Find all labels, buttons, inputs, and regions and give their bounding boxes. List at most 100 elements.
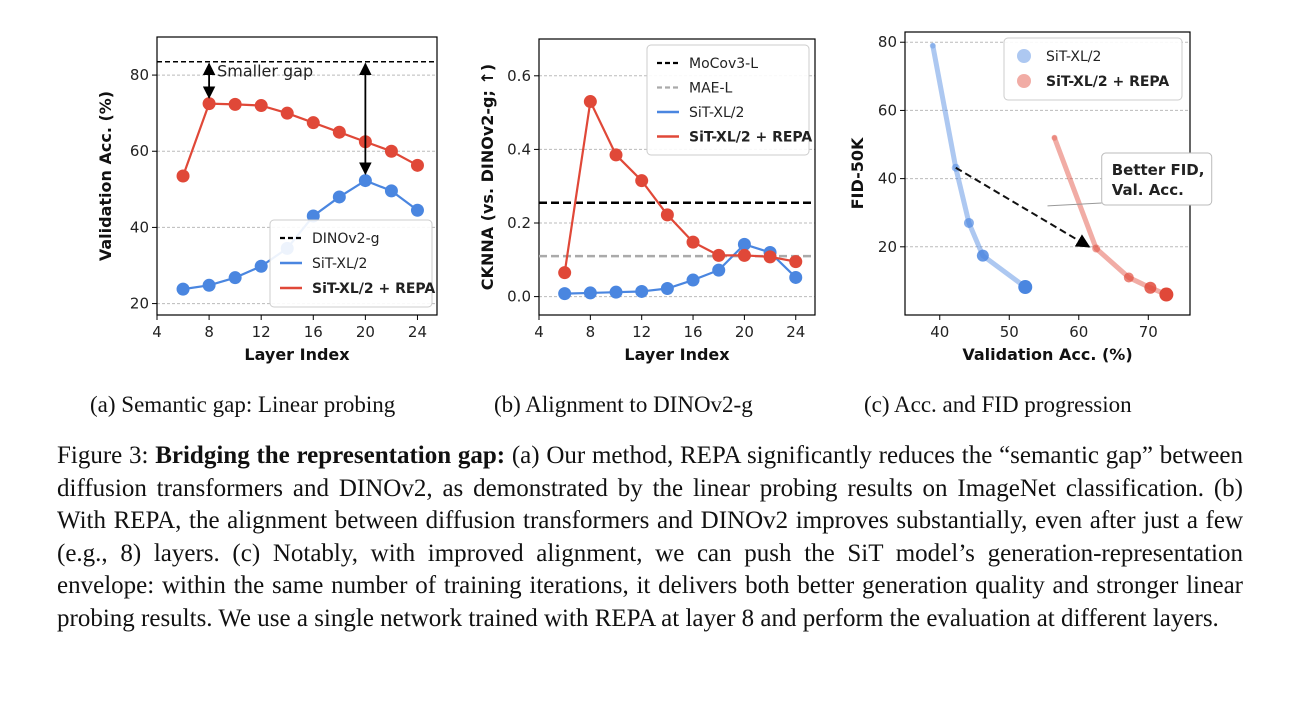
data-point-repa bbox=[1123, 272, 1134, 283]
x-tick-label: 24 bbox=[408, 323, 427, 341]
x-tick-label: 16 bbox=[304, 323, 323, 341]
data-point-sit bbox=[789, 270, 803, 284]
data-point-sit bbox=[686, 273, 700, 287]
x-tick-label: 12 bbox=[632, 323, 651, 341]
axes-frame bbox=[156, 36, 438, 316]
data-point-sit bbox=[660, 282, 674, 296]
improvement-arrow bbox=[955, 166, 1091, 248]
axes-frame bbox=[538, 38, 816, 316]
data-point-sit bbox=[228, 271, 242, 285]
annotation-box bbox=[1101, 152, 1213, 206]
data-point-repa bbox=[686, 235, 700, 249]
figure-panels: 4 8 12 16 20 24 20 40 60 80 Layer Index Validation … bbox=[96, 31, 1213, 364]
data-point-sit bbox=[558, 287, 572, 301]
x-tick-label: 4 bbox=[534, 323, 544, 341]
x-tick-label: 60 bbox=[1069, 323, 1088, 341]
chart-panel-1: 4 8 12 16 20 24 20 40 60 80 Layer Index Validation … bbox=[96, 36, 438, 364]
caption-label: Figure 3: bbox=[57, 442, 149, 469]
data-point-repa bbox=[1092, 244, 1101, 253]
x-tick-label: 50 bbox=[1000, 323, 1019, 341]
x-tick-label: 12 bbox=[252, 323, 271, 341]
x-axis-label: Validation Acc. (%) bbox=[962, 345, 1132, 364]
data-point-repa bbox=[789, 255, 803, 269]
data-point-sit bbox=[358, 174, 372, 188]
data-point-sit bbox=[737, 237, 751, 251]
data-point-sit bbox=[384, 184, 398, 198]
data-point-sit bbox=[306, 209, 320, 223]
legend-swatch bbox=[1017, 74, 1031, 88]
data-point-sit bbox=[635, 284, 649, 298]
data-point-repa bbox=[280, 106, 294, 120]
legend-label: SiT-XL/2 + REPA bbox=[1046, 74, 1169, 90]
data-point-repa bbox=[737, 248, 751, 262]
data-point-sit bbox=[609, 285, 623, 299]
data-point-repa bbox=[332, 125, 346, 139]
data-point-sit bbox=[202, 278, 216, 292]
data-point-sit bbox=[410, 203, 424, 217]
y-tick-label: 20 bbox=[130, 295, 149, 313]
data-point-repa bbox=[228, 97, 242, 111]
legend-label: MAE-L bbox=[689, 81, 733, 97]
data-point-repa bbox=[763, 250, 777, 264]
data-point-repa bbox=[1051, 134, 1058, 141]
y-axis-label: Validation Acc. (%) bbox=[96, 91, 115, 261]
legend-frame bbox=[269, 219, 433, 308]
subcaption-a: (a) Semantic gap: Linear probing bbox=[90, 392, 396, 417]
data-point-repa bbox=[254, 99, 268, 113]
data-point-repa bbox=[1144, 281, 1157, 294]
caption-text: (a) Our method, REPA significantly reduc… bbox=[57, 442, 1243, 632]
data-point-repa bbox=[1159, 287, 1174, 302]
caption-bold-title: Bridging the representation gap: bbox=[155, 442, 506, 469]
x-tick-label: 8 bbox=[586, 323, 596, 341]
chart-panel-2: 4 8 12 16 20 24 0.0 0.2 0.4 0.6 Layer Index CKNNA (… bbox=[478, 38, 816, 364]
y-tick-label: 0.4 bbox=[507, 140, 531, 158]
y-tick-label: 0.2 bbox=[507, 214, 531, 232]
x-tick-label: 20 bbox=[735, 323, 754, 341]
data-point-repa bbox=[306, 116, 320, 130]
y-tick-label: 0.0 bbox=[507, 288, 531, 306]
y-axis-label: CKNNA (vs. DINOv2-g; ↑) bbox=[478, 64, 497, 290]
data-point-repa bbox=[176, 169, 190, 183]
data-point-repa bbox=[410, 158, 424, 172]
legend-label: MoCov3-L bbox=[689, 56, 758, 72]
data-point-sit bbox=[254, 259, 268, 273]
data-point-repa bbox=[660, 208, 674, 222]
y-tick-label: 20 bbox=[878, 238, 897, 256]
chart-panel-3: 40 50 60 70 20 40 60 80 Validation Acc. (%) FID-5… bbox=[848, 31, 1213, 364]
legend-frame bbox=[1003, 37, 1183, 101]
y-tick-label: 80 bbox=[130, 66, 149, 84]
y-tick-label: 60 bbox=[130, 142, 149, 160]
subcaption-c: (c) Acc. and FID progression bbox=[864, 392, 1132, 417]
data-point-sit bbox=[583, 286, 597, 300]
legend-label: SiT-XL/2 bbox=[1046, 49, 1101, 65]
x-tick-label: 70 bbox=[1139, 323, 1158, 341]
x-axis-label: Layer Index bbox=[624, 345, 730, 364]
y-tick-label: 40 bbox=[878, 170, 897, 188]
x-tick-label: 4 bbox=[152, 323, 162, 341]
data-point-sit bbox=[929, 42, 936, 49]
data-point-repa bbox=[635, 174, 649, 188]
x-tick-label: 8 bbox=[204, 323, 214, 341]
data-point-sit bbox=[176, 282, 190, 296]
data-point-repa bbox=[202, 97, 216, 111]
annotation-smaller-gap: Smaller gap bbox=[217, 61, 313, 80]
legend-swatch bbox=[1017, 49, 1031, 63]
legend: DINOv2-g SiT-XL/2 SiT-XL/2 + REPA bbox=[269, 219, 435, 308]
y-axis-label: FID-50K bbox=[848, 137, 867, 209]
data-point-sit bbox=[1018, 280, 1033, 295]
legend-label: SiT-XL/2 bbox=[312, 256, 367, 272]
legend-label: SiT-XL/2 + REPA bbox=[312, 281, 435, 297]
y-tick-label: 60 bbox=[878, 101, 897, 119]
data-point-repa bbox=[558, 266, 572, 280]
data-point-repa bbox=[609, 148, 623, 162]
x-tick-label: 16 bbox=[683, 323, 702, 341]
data-point-sit bbox=[963, 217, 974, 228]
series-line-sit bbox=[564, 243, 797, 295]
y-tick-label: 40 bbox=[130, 218, 149, 236]
annotation-leader-line bbox=[1047, 202, 1102, 207]
x-tick-label: 20 bbox=[356, 323, 375, 341]
annotation-text-line: Better FID, bbox=[1112, 161, 1205, 179]
legend: MoCov3-L MAE-L SiT-XL/2 SiT-XL/2 + REPA bbox=[646, 44, 812, 156]
data-point-repa bbox=[583, 95, 597, 109]
subcaption-b: (b) Alignment to DINOv2-g bbox=[494, 392, 753, 417]
